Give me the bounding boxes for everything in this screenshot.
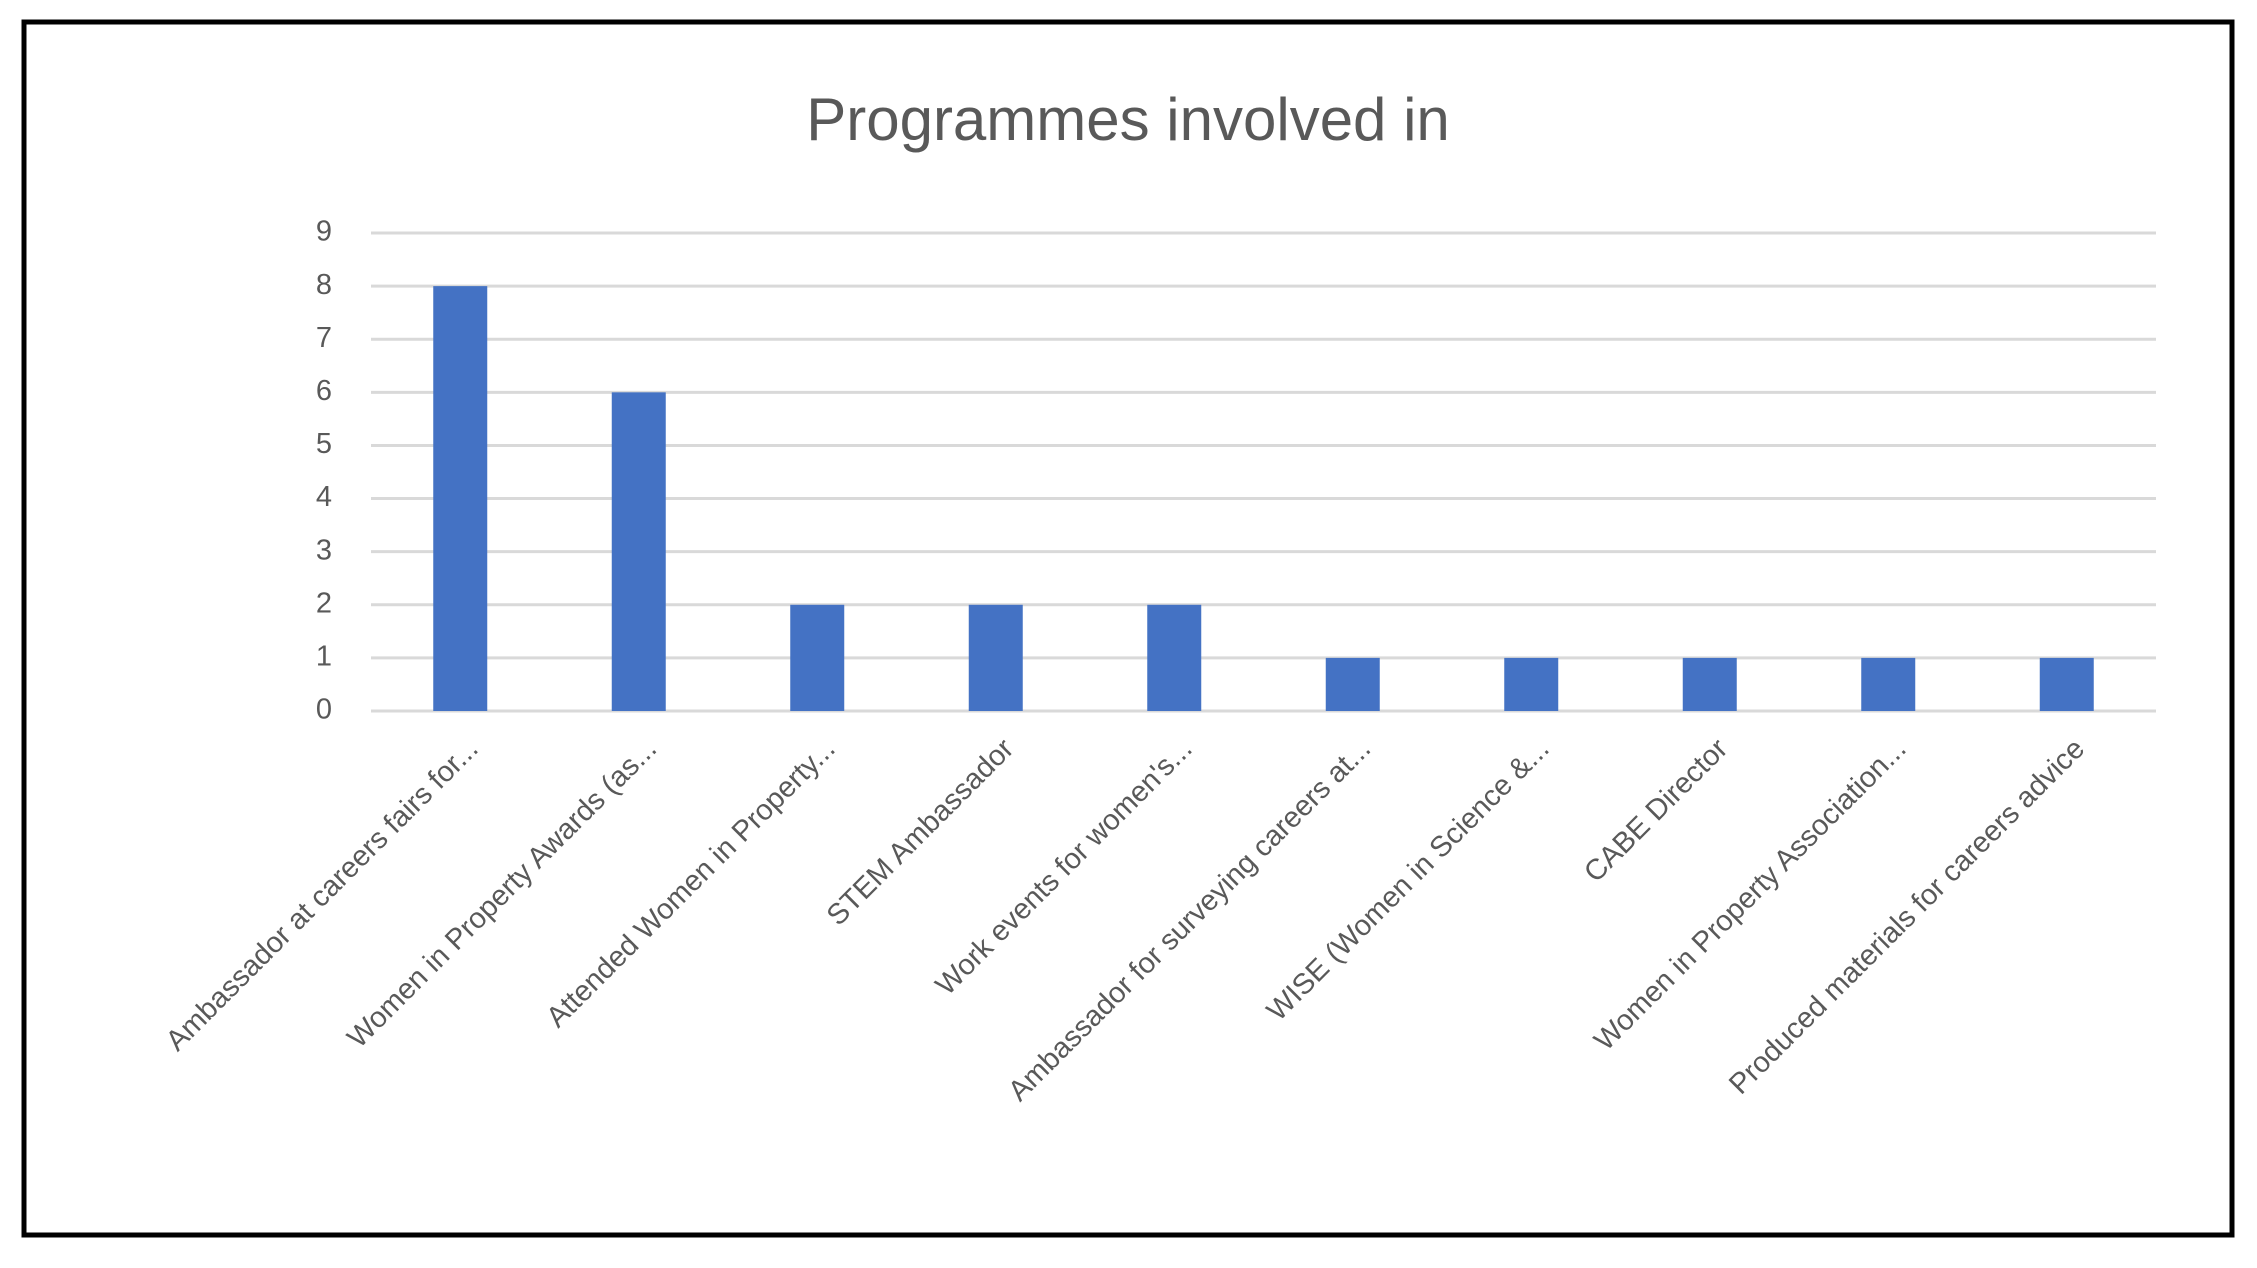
y-tick-label: 7: [316, 322, 332, 354]
bar: [1504, 657, 1559, 711]
y-tick-label: 5: [316, 428, 332, 460]
y-tick-label: 2: [316, 587, 332, 619]
bar: [433, 286, 488, 711]
y-tick-label: 9: [316, 216, 332, 248]
chart-title: Programmes involved in: [806, 86, 1450, 153]
bar: [790, 604, 845, 711]
bar: [611, 392, 666, 711]
bar: [1682, 657, 1737, 711]
chart-frame: [21, 19, 2235, 1238]
y-tick-label: 3: [316, 534, 332, 566]
y-tick-label: 1: [316, 641, 332, 673]
y-tick-label: 6: [316, 375, 332, 407]
bar: [1325, 657, 1380, 711]
y-tick-label: 4: [316, 481, 332, 513]
bar: [968, 604, 1023, 711]
y-tick-label: 8: [316, 269, 332, 301]
y-tick-label: 0: [316, 694, 332, 726]
bar: [1861, 657, 1916, 711]
bar: [1147, 604, 1202, 711]
bar: [2039, 657, 2094, 711]
